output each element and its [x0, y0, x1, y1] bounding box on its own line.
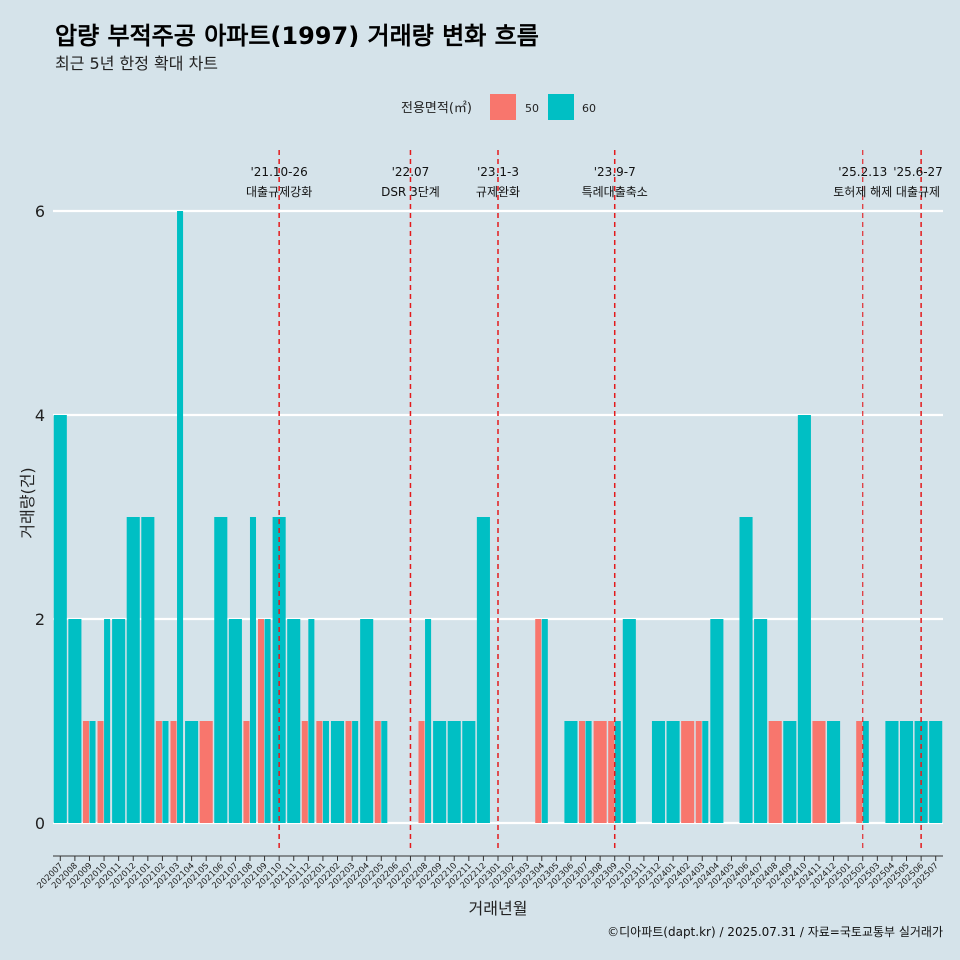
bar-202108-50	[243, 721, 250, 823]
event-date-5: '25.6-27	[893, 165, 943, 179]
bar-202408-50	[768, 721, 782, 823]
bar-202409-60	[783, 721, 797, 823]
bar-202204-60	[360, 619, 374, 823]
bar-202102-50	[155, 721, 162, 823]
legend-label-50: 50	[525, 102, 539, 115]
bar-202309-50	[608, 721, 615, 823]
event-date-1: '22.07	[392, 165, 430, 179]
bar-202205-60	[381, 721, 388, 823]
bar-202309-60	[614, 721, 621, 823]
event-label-4: 토허제 해제	[833, 185, 892, 199]
legend-swatch-50	[490, 94, 516, 120]
y-tick-label: 4	[35, 406, 45, 425]
event-markers: '21.10-26 대출규제강화 '22.07 DSR 3단계 '23.1-3 규제완화 '…	[246, 150, 943, 850]
event-label-5: 대출규제	[896, 185, 940, 199]
bar-202110-60	[272, 517, 286, 823]
bar-202107-60	[228, 619, 242, 823]
chart-subtitle: 최근 5년 한정 확대 차트	[55, 54, 218, 73]
bar-202402-50	[681, 721, 695, 823]
bar-202410-60	[797, 415, 811, 823]
bar-202105-50	[199, 721, 213, 823]
bar-202208-50	[418, 721, 425, 823]
bar-202103-60	[177, 211, 184, 823]
bar-202111-60	[287, 619, 301, 823]
bar-202012-60	[126, 517, 140, 823]
bar-202210-60	[447, 721, 461, 823]
bar-202403-60	[702, 721, 709, 823]
legend-swatch-60	[548, 94, 574, 120]
event-label-1: DSR 3단계	[381, 185, 440, 199]
bar-202208-60	[425, 619, 432, 823]
event-date-3: '23.9-7	[594, 165, 636, 179]
bar-202009-50	[82, 721, 89, 823]
bar-202106-60	[214, 517, 228, 823]
bar-202412-60	[827, 721, 841, 823]
bar-202202-60	[330, 721, 345, 823]
chart-title: 압량 부적주공 아파트(1997) 거래량 변화 흐름	[55, 22, 539, 50]
bar-202406-60	[739, 517, 753, 823]
bar-202108-60	[249, 517, 257, 823]
source-caption: ©디아파트(dapt.kr) / 2025.07.31 / 자료=국토교통부 실…	[607, 925, 943, 939]
event-label-3: 특례대출축소	[582, 185, 648, 199]
event-label-0: 대출규제강화	[246, 185, 312, 199]
y-axis: 0 2 4 6	[35, 202, 45, 833]
bar-202007-60	[53, 415, 67, 823]
bar-202112-60	[308, 619, 315, 823]
event-label-2: 규제완화	[476, 185, 520, 199]
event-date-2: '23.1-3	[477, 165, 519, 179]
bar-202201-50	[316, 721, 323, 823]
bar-202404-60	[710, 619, 724, 823]
bar-202011-60	[112, 619, 126, 823]
legend: 전용면적(㎡) 50 60	[401, 94, 596, 120]
bar-202103-50	[170, 721, 177, 823]
legend-label-60: 60	[582, 102, 596, 115]
bar-202502-60	[862, 721, 869, 823]
bar-202203-60	[352, 721, 359, 823]
bar-202310-60	[622, 619, 636, 823]
y-tick-label: 2	[35, 610, 45, 629]
bar-202211-60	[462, 721, 476, 823]
y-tick-label: 6	[35, 202, 45, 221]
bar-202306-60	[564, 721, 578, 823]
bar-202312-60	[651, 721, 666, 823]
bar-202212-60	[476, 517, 490, 823]
bar-202308-50	[593, 721, 607, 823]
bar-202008-60	[68, 619, 82, 823]
bar-202201-60	[322, 721, 329, 823]
bar-202401-60	[666, 721, 680, 823]
bar-202411-50	[812, 721, 826, 823]
bar-202307-60	[585, 721, 592, 823]
y-tick-label: 0	[35, 814, 45, 833]
legend-title: 전용면적(㎡)	[401, 101, 472, 116]
bar-202109-60	[264, 619, 271, 823]
bar-202304-50	[535, 619, 542, 823]
y-axis-title: 거래량(건)	[18, 467, 37, 538]
bar-202009-60	[89, 721, 96, 823]
bars	[53, 211, 943, 823]
bar-202109-50	[258, 619, 265, 823]
bar-202502-50	[856, 721, 863, 823]
bar-202307-50	[579, 721, 586, 823]
bar-202403-50	[695, 721, 702, 823]
bar-202407-60	[754, 619, 768, 823]
bar-202112-50	[301, 721, 308, 823]
bar-202101-60	[141, 517, 155, 823]
bar-202205-50	[374, 721, 381, 823]
bar-202010-50	[97, 721, 104, 823]
bar-202102-60	[162, 721, 169, 823]
bar-202304-60	[541, 619, 548, 823]
bar-202104-60	[185, 721, 199, 823]
bar-202505-60	[899, 721, 914, 823]
x-axis-title: 거래년월	[469, 899, 528, 918]
bar-202203-50	[345, 721, 352, 823]
bar-202209-60	[433, 721, 447, 823]
event-date-4: '25.2.13	[838, 165, 887, 179]
x-axis: 2020072020082020092020102020112020122021…	[35, 855, 943, 891]
event-date-0: '21.10-26	[251, 165, 308, 179]
bar-202507-60	[929, 721, 943, 823]
bar-202504-60	[885, 721, 899, 823]
bar-202010-60	[104, 619, 111, 823]
